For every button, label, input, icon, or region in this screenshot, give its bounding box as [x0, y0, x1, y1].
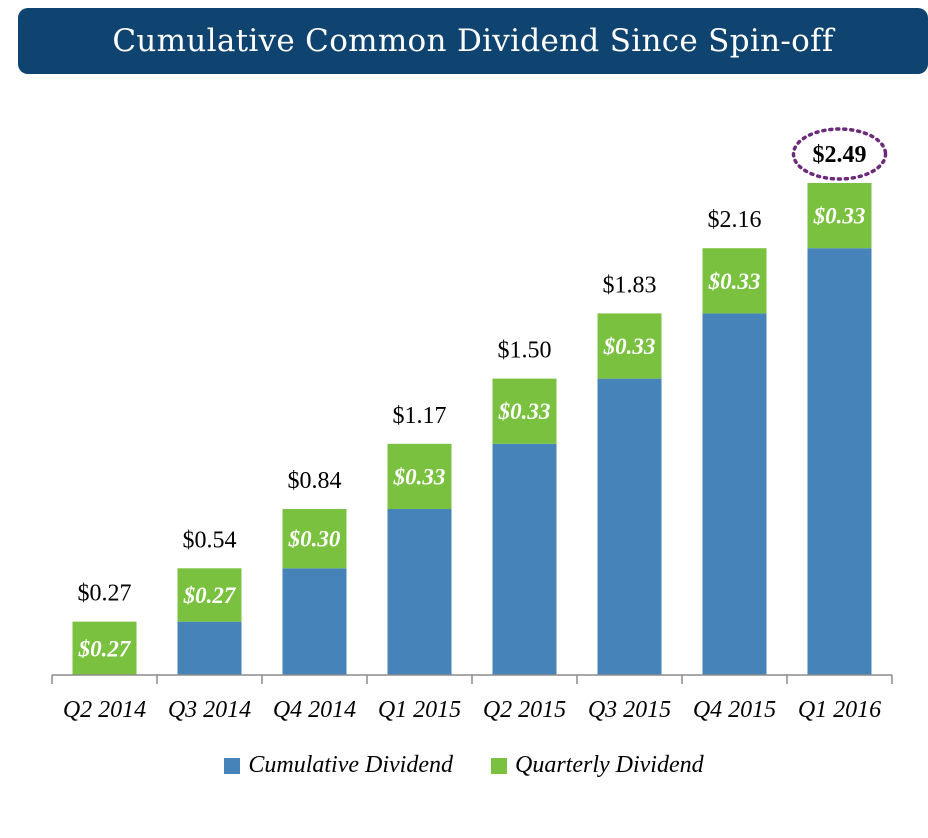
- data-label-total: $0.27: [78, 581, 132, 607]
- title-banner: Cumulative Common Dividend Since Spin-of…: [18, 8, 928, 74]
- data-label-total: $2.16: [708, 207, 762, 233]
- bar-cumulative: [597, 378, 662, 675]
- bar-quarterly: [72, 621, 137, 675]
- x-tick-label: Q1 2016: [798, 697, 881, 723]
- data-label-quarterly: $0.33: [813, 204, 866, 229]
- bar-quarterly: [492, 378, 557, 444]
- data-label-quarterly: $0.33: [603, 334, 656, 359]
- bar-quarterly: [387, 443, 452, 510]
- x-tick-label: Q2 2014: [63, 697, 146, 723]
- data-label-quarterly: $0.33: [498, 399, 551, 424]
- data-label-quarterly: $0.33: [708, 269, 761, 294]
- data-label-total: $2.49: [813, 142, 867, 168]
- x-tick-label: Q1 2015: [378, 697, 461, 723]
- bar-cumulative: [807, 248, 872, 675]
- legend-item-quarterly: Quarterly Dividend: [491, 752, 704, 779]
- legend-item-cumulative: Cumulative Dividend: [224, 752, 453, 779]
- bar-cumulative: [387, 509, 452, 675]
- data-label-total: $1.83: [603, 272, 657, 298]
- x-tick-label: Q4 2014: [273, 697, 356, 723]
- chart-title: Cumulative Common Dividend Since Spin-of…: [112, 23, 834, 59]
- data-label-quarterly: $0.27: [183, 583, 237, 608]
- bar-quarterly: [807, 183, 872, 249]
- x-tick-label: Q3 2015: [588, 697, 671, 723]
- legend: Cumulative Dividend Quarterly Dividend: [0, 752, 928, 779]
- bar-cumulative: [702, 313, 767, 675]
- stacked-bar-chart: $0.27 $0.27 Q2 2014 $0.27 $0.54 Q3 2014 $0.30 $…: [51, 127, 893, 723]
- data-label-total: $0.84: [288, 468, 342, 494]
- bar-quarterly: [597, 313, 662, 379]
- bar-quarterly: [282, 509, 347, 569]
- legend-label-cumulative: Cumulative Dividend: [248, 752, 453, 778]
- x-tick-label: Q4 2015: [693, 697, 776, 723]
- bar-cumulative: [177, 621, 242, 675]
- data-label-total: $0.54: [183, 527, 237, 553]
- data-label-total: $1.50: [498, 338, 552, 364]
- bar-cumulative: [282, 568, 347, 675]
- legend-swatch-quarterly: [491, 757, 507, 774]
- legend-swatch-cumulative: [224, 757, 241, 774]
- x-tick-label: Q2 2015: [483, 697, 566, 723]
- data-label-quarterly: $0.30: [288, 527, 341, 552]
- legend-label-quarterly: Quarterly Dividend: [515, 752, 704, 778]
- highlight-ellipse: [791, 127, 888, 181]
- data-label-quarterly: $0.33: [393, 464, 446, 489]
- bar-quarterly: [177, 568, 242, 622]
- data-label-total: $1.17: [393, 403, 447, 429]
- bar-quarterly: [702, 248, 767, 314]
- x-tick-label: Q3 2014: [168, 697, 251, 723]
- bar-cumulative: [492, 443, 557, 675]
- data-label-quarterly: $0.27: [78, 636, 132, 661]
